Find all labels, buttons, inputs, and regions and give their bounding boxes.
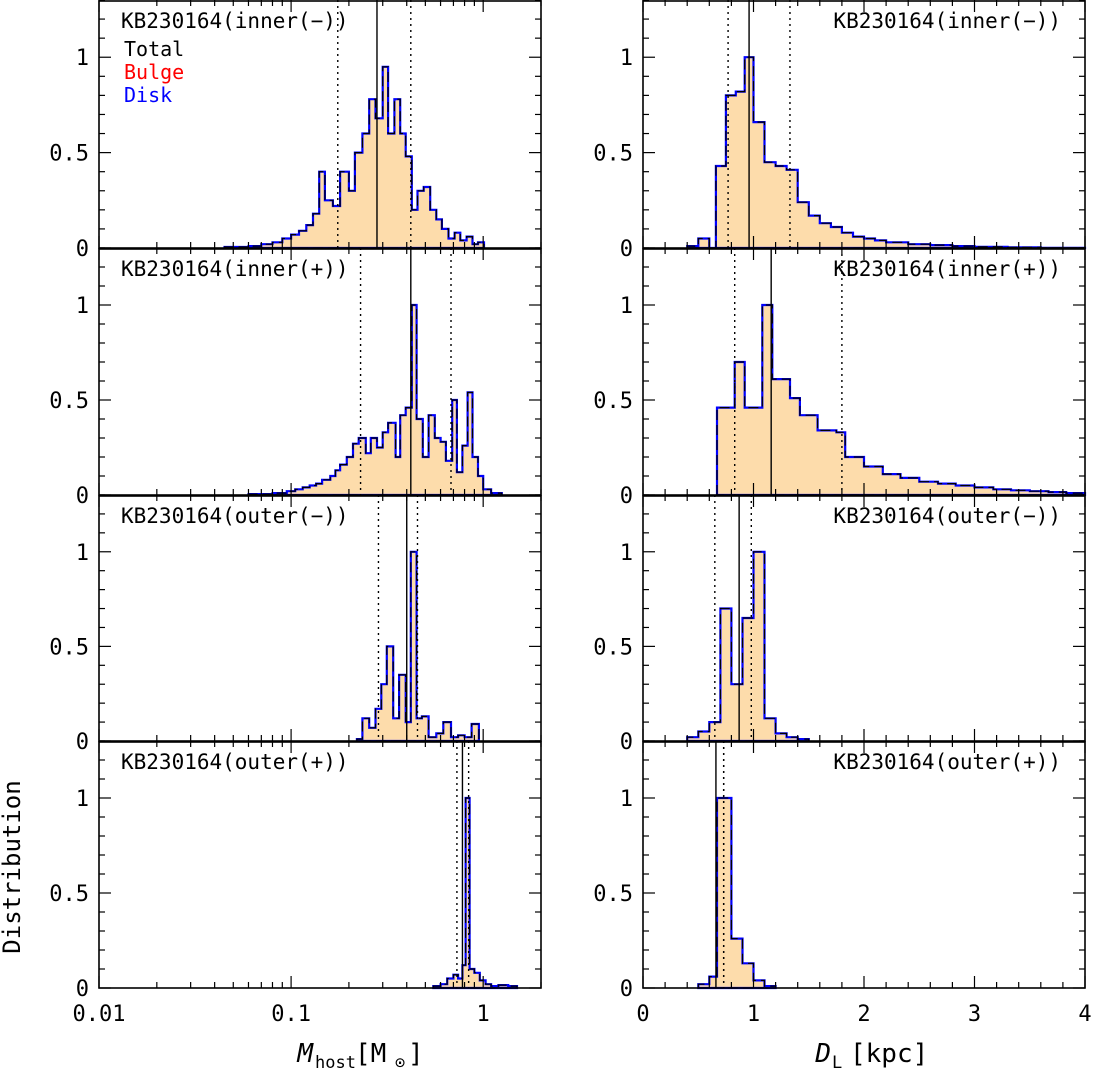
histogram-fill bbox=[356, 551, 479, 741]
panel-dist-outer-minus: 0 0.5 1 KB230164(outer(−)) bbox=[593, 494, 1086, 755]
legend: Total Bulge Disk bbox=[124, 37, 184, 107]
x-axis-label-right-unit: [kpc] bbox=[850, 1039, 928, 1069]
panel-dist-inner-minus: 0 0.5 1 KB230164(inner(−)) bbox=[593, 0, 1087, 262]
x-tick-label: 1 bbox=[477, 1002, 490, 1027]
y-tick-label: 0.5 bbox=[593, 142, 633, 167]
panel-frame bbox=[98, 495, 542, 742]
panel-frame bbox=[98, 248, 542, 496]
histogram-fill bbox=[687, 551, 809, 741]
panel-frame bbox=[642, 741, 1086, 989]
histogram-fill bbox=[717, 305, 1085, 495]
y-tick-label: 1 bbox=[620, 541, 633, 566]
histogram-total-outline bbox=[223, 66, 485, 249]
x-tick-label: 2 bbox=[857, 1002, 870, 1027]
panel-frame bbox=[642, 0, 1086, 249]
y-tick-label: 0 bbox=[76, 730, 89, 755]
panel-title: KB230164(inner(+)) bbox=[121, 257, 349, 281]
y-tick-label: 0 bbox=[76, 977, 89, 1002]
panel-mass-outer-minus: 0 0.5 1 KB230164(outer(−)) bbox=[49, 494, 542, 755]
y-tick-label: 0 bbox=[76, 484, 89, 509]
y-tick-label: 0.5 bbox=[593, 882, 633, 907]
y-tick-label: 0.5 bbox=[49, 142, 89, 167]
x-axis-label-left-unit-subscript: ⊙ bbox=[395, 1053, 405, 1072]
y-tick-label: 1 bbox=[620, 294, 633, 319]
y-tick-label: 0.5 bbox=[593, 389, 633, 414]
x-axis-label-left-unit: [M bbox=[355, 1039, 386, 1069]
panel-title: KB230164(inner(+)) bbox=[833, 257, 1061, 281]
histogram-total-outline bbox=[716, 304, 1086, 496]
y-tick-label: 0.5 bbox=[49, 389, 89, 414]
panel-dist-outer-plus: 0 0.5 1 0 1 2 3 4 KB230164(outer(+)) bbox=[593, 740, 1092, 1027]
histogram-fill bbox=[687, 57, 1085, 249]
histogram-total-outline bbox=[432, 797, 518, 989]
panel-frame bbox=[98, 741, 542, 989]
histogram-total-outline bbox=[247, 304, 503, 496]
panels: 0 0.5 1 KB230164(inner(−)) 0 0.5 1 KB230164(inn… bbox=[49, 0, 1092, 1027]
panel-title: KB230164(outer(+)) bbox=[121, 750, 349, 774]
histogram-disk-outline bbox=[432, 796, 519, 990]
x-axis-label-right-symbol: D bbox=[814, 1039, 831, 1069]
x-axis-label-left-symbol: M bbox=[296, 1039, 314, 1069]
y-tick-label: 0 bbox=[620, 730, 633, 755]
histogram-total-outline bbox=[356, 551, 480, 742]
histogram-fill bbox=[698, 798, 776, 988]
legend-total: Total bbox=[124, 37, 184, 61]
x-axis-label-right-subscript: L bbox=[832, 1053, 842, 1072]
x-tick-label: 1 bbox=[747, 1002, 760, 1027]
panel-mass-outer-plus: 0 0.5 1 0.01 0.1 1 KB230164(outer(+)) bbox=[49, 740, 542, 1027]
panel-title: KB230164(outer(+)) bbox=[833, 750, 1061, 774]
histogram-fill bbox=[248, 305, 502, 495]
panel-title: KB230164(outer(−)) bbox=[121, 504, 349, 528]
legend-bulge: Bulge bbox=[124, 60, 184, 84]
x-axis-label-left-unit-close: ] bbox=[408, 1039, 424, 1069]
histogram-fill bbox=[224, 66, 484, 248]
panel-dist-inner-plus: 0 0.5 1 KB230164(inner(+)) bbox=[593, 247, 1087, 509]
panel-title: KB230164(inner(−)) bbox=[121, 9, 349, 33]
y-tick-label: 1 bbox=[76, 294, 89, 319]
y-tick-label: 1 bbox=[76, 787, 89, 812]
x-tick-label: 3 bbox=[968, 1002, 981, 1027]
y-tick-label: 0 bbox=[620, 484, 633, 509]
x-tick-label: 4 bbox=[1078, 1002, 1091, 1027]
x-tick-label: 0.01 bbox=[73, 1002, 126, 1027]
legend-disk: Disk bbox=[124, 83, 172, 107]
x-tick-label: 0.1 bbox=[271, 1002, 311, 1027]
histogram-fill bbox=[433, 798, 517, 988]
y-tick-label: 0 bbox=[620, 977, 633, 1002]
y-tick-label: 0.5 bbox=[593, 635, 633, 660]
y-tick-label: 1 bbox=[76, 541, 89, 566]
panel-title: KB230164(outer(−)) bbox=[833, 504, 1061, 528]
y-tick-label: 1 bbox=[620, 46, 633, 71]
y-tick-label: 0 bbox=[620, 237, 633, 262]
panel-title: KB230164(inner(−)) bbox=[833, 9, 1061, 33]
y-tick-label: 0.5 bbox=[49, 635, 89, 660]
y-tick-label: 1 bbox=[76, 46, 89, 71]
x-tick-label: 0 bbox=[636, 1002, 649, 1027]
panel-frame bbox=[642, 495, 1086, 742]
y-axis-label: Distribution bbox=[0, 780, 26, 953]
y-tick-label: 0.5 bbox=[49, 882, 89, 907]
histogram-total-outline bbox=[697, 797, 777, 989]
panel-mass-inner-minus: 0 0.5 1 KB230164(inner(−)) bbox=[49, 0, 542, 262]
y-tick-label: 0 bbox=[76, 237, 89, 262]
x-axis-label-left-subscript: host bbox=[315, 1053, 356, 1072]
panel-mass-inner-plus: 0 0.5 1 KB230164(inner(+)) bbox=[49, 247, 542, 509]
panel-frame bbox=[98, 0, 542, 249]
y-tick-label: 1 bbox=[620, 787, 633, 812]
